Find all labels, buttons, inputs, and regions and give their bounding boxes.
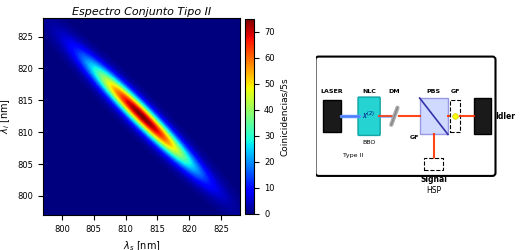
- Bar: [323, 100, 341, 132]
- FancyBboxPatch shape: [358, 97, 380, 136]
- Text: BBO: BBO: [363, 140, 376, 144]
- Bar: [424, 158, 443, 170]
- Title: Espectro Conjunto Tipo II: Espectro Conjunto Tipo II: [72, 7, 211, 17]
- Text: GF: GF: [410, 134, 419, 140]
- Y-axis label: $\lambda_i$ [nm]: $\lambda_i$ [nm]: [0, 98, 12, 134]
- Text: GF: GF: [450, 89, 460, 94]
- X-axis label: $\lambda_s$ [nm]: $\lambda_s$ [nm]: [123, 239, 160, 250]
- Bar: [474, 98, 492, 134]
- FancyBboxPatch shape: [315, 56, 496, 176]
- Bar: [420, 98, 448, 134]
- Text: PBS: PBS: [427, 89, 441, 94]
- Y-axis label: Coinicidencias/5s: Coinicidencias/5s: [280, 77, 289, 156]
- Text: NLC: NLC: [362, 89, 376, 94]
- Text: LASER: LASER: [320, 89, 343, 94]
- Bar: [450, 100, 460, 132]
- Text: Idler: Idler: [496, 112, 516, 121]
- Text: Type II: Type II: [343, 153, 363, 158]
- Text: HSP: HSP: [426, 186, 441, 195]
- Text: $\chi^{(2)}$: $\chi^{(2)}$: [363, 110, 376, 122]
- Text: Signal: Signal: [420, 175, 447, 184]
- Text: DM: DM: [389, 89, 400, 94]
